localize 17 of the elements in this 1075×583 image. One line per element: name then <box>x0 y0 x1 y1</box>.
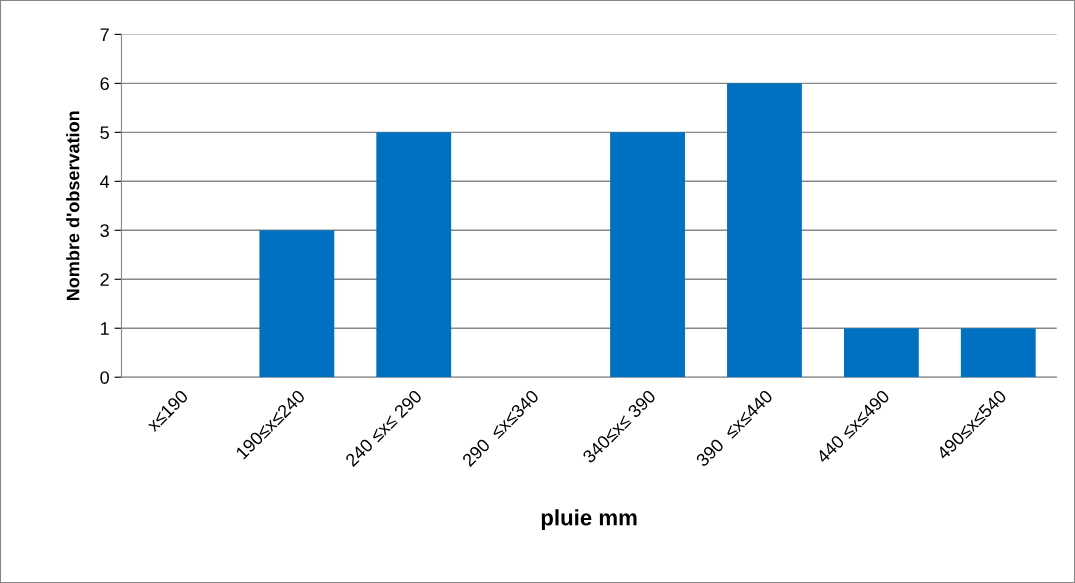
y-tick-label: 6 <box>100 77 109 91</box>
x-axis-title: pluie mm <box>541 509 637 530</box>
y-axis-title: Nombre d'observation <box>66 111 80 301</box>
y-tick-label: 5 <box>100 126 109 140</box>
bar <box>610 132 685 378</box>
y-tick-label: 1 <box>101 322 109 335</box>
bar <box>727 83 802 378</box>
y-tick-label: 3 <box>100 224 109 238</box>
x-tick-label: 240 ≤x≤ 290 <box>344 389 423 468</box>
bar <box>960 328 1036 378</box>
bar <box>843 328 919 378</box>
y-tick-label: 0 <box>100 371 109 384</box>
bar <box>259 230 335 378</box>
y-tick-label: 4 <box>100 175 110 188</box>
bar <box>376 132 452 378</box>
y-tick-label: 2 <box>100 273 109 286</box>
y-tick-label: 7 <box>100 28 109 41</box>
